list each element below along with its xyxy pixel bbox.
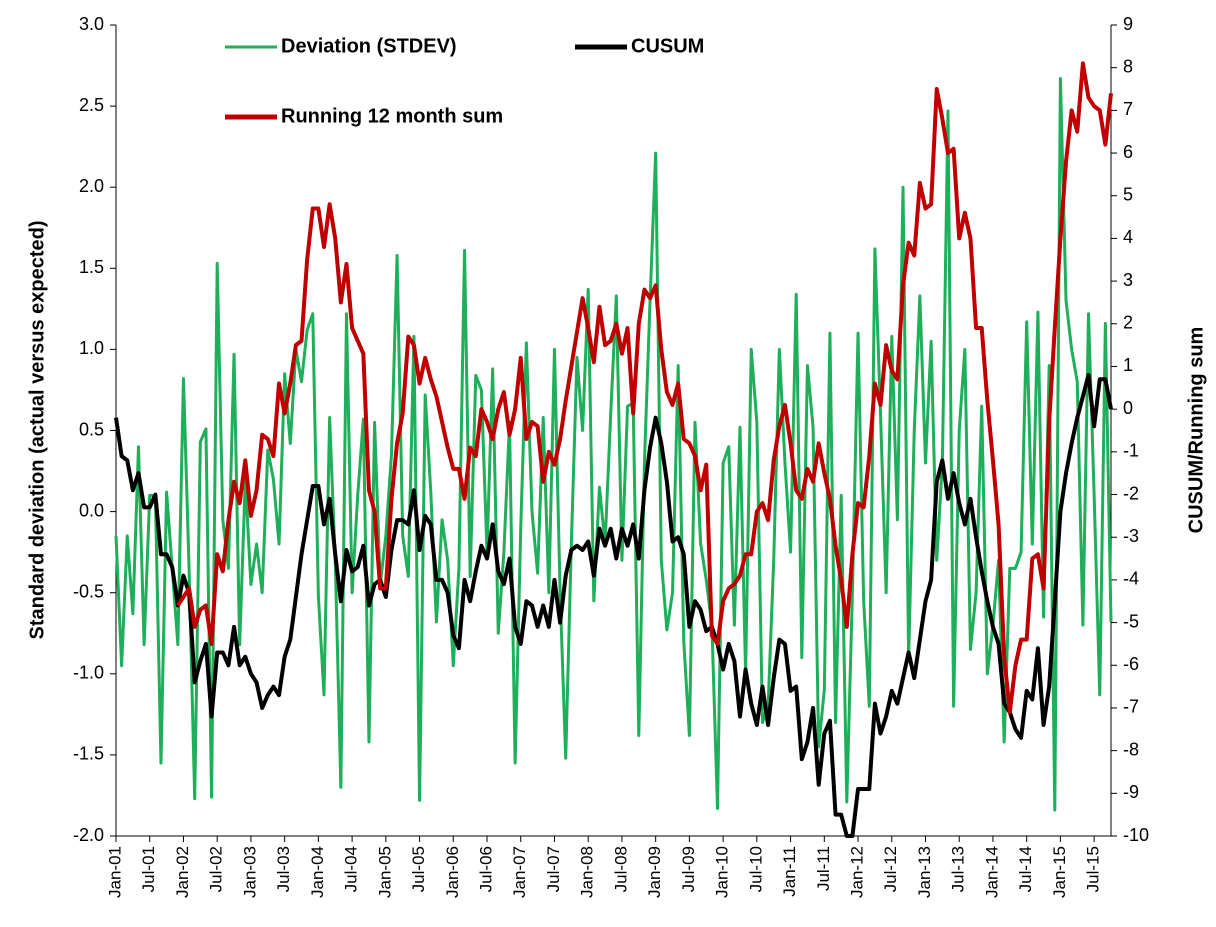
x-tick-label: Jan-02	[173, 846, 192, 898]
x-tick-label: Jul-11	[814, 846, 833, 891]
x-tick-label: Jan-14	[982, 846, 1001, 898]
x-tick-label: Jul-10	[746, 846, 765, 892]
y2-tick-label: -10	[1123, 825, 1149, 845]
y-tick-label: -2.0	[73, 825, 104, 845]
x-tick-label: Jan-15	[1050, 846, 1069, 898]
y-tick-label: 0.5	[79, 419, 104, 439]
y2-tick-label: -5	[1123, 611, 1139, 631]
y-axis-title: Standard deviation (actual versus expect…	[26, 220, 48, 639]
y2-tick-label: 6	[1123, 142, 1133, 162]
x-tick-label: Jan-11	[780, 846, 799, 897]
x-tick-label: Jul-01	[139, 846, 158, 892]
y-tick-label: 2.5	[79, 95, 104, 115]
x-tick-label: Jul-12	[881, 846, 900, 892]
series-line	[176, 61, 1113, 715]
x-tick-label: Jan-09	[645, 846, 664, 898]
legend-label: Deviation (STDEV)	[281, 35, 457, 57]
x-tick-label: Jan-08	[578, 846, 597, 898]
y2-tick-label: -9	[1123, 782, 1139, 802]
y-tick-label: -1.0	[73, 663, 104, 683]
x-tick-label: Jul-08	[611, 846, 630, 892]
y2-tick-label: 4	[1123, 227, 1133, 247]
x-tick-label: Jul-05	[409, 846, 428, 892]
x-tick-label: Jul-09	[679, 846, 698, 892]
x-tick-label: Jul-06	[477, 846, 496, 892]
y2-tick-label: 9	[1123, 14, 1133, 34]
y-tick-label: 2.0	[79, 176, 104, 196]
y2-tick-label: 2	[1123, 313, 1133, 333]
x-tick-label: Jan-13	[915, 846, 934, 898]
y2-tick-label: 8	[1123, 56, 1133, 76]
y2-tick-label: 3	[1123, 270, 1133, 290]
x-tick-label: Jan-07	[510, 846, 529, 898]
x-tick-label: Jul-07	[544, 846, 563, 892]
x-tick-label: Jul-04	[342, 846, 361, 892]
x-tick-label: Jul-15	[1084, 846, 1103, 892]
y2-tick-label: -1	[1123, 441, 1139, 461]
x-tick-label: Jan-12	[848, 846, 867, 898]
legend-label: Running 12 month sum	[281, 105, 503, 127]
y2-tick-label: -7	[1123, 697, 1139, 717]
y-tick-label: 3.0	[79, 14, 104, 34]
y2-tick-label: 0	[1123, 398, 1133, 418]
x-tick-label: Jan-10	[713, 846, 732, 898]
x-tick-label: Jul-13	[949, 846, 968, 892]
y-tick-label: 0.0	[79, 500, 104, 520]
y2-tick-label: 7	[1123, 99, 1133, 119]
y-tick-label: -1.5	[73, 744, 104, 764]
series-line	[114, 77, 1113, 812]
legend-label: CUSUM	[631, 35, 704, 57]
y2-tick-label: -2	[1123, 483, 1139, 503]
y2-tick-label: -3	[1123, 526, 1139, 546]
x-tick-label: Jan-04	[308, 846, 327, 898]
y2-axis-title: CUSUM/Running sum	[1185, 327, 1207, 534]
y-tick-label: -0.5	[73, 581, 104, 601]
x-tick-label: Jan-05	[375, 846, 394, 898]
x-tick-label: Jan-01	[105, 846, 124, 898]
series-line	[114, 373, 1113, 838]
y2-tick-label: -6	[1123, 654, 1139, 674]
y2-tick-label: -4	[1123, 569, 1139, 589]
y2-tick-label: -8	[1123, 739, 1139, 759]
y-tick-label: 1.5	[79, 257, 104, 277]
y-tick-label: 1.0	[79, 338, 104, 358]
y2-tick-label: 1	[1123, 355, 1133, 375]
x-tick-label: Jan-06	[443, 846, 462, 898]
x-tick-label: Jul-02	[207, 846, 226, 892]
y2-tick-label: 5	[1123, 184, 1133, 204]
x-tick-label: Jan-03	[240, 846, 259, 898]
x-tick-label: Jul-14	[1016, 846, 1035, 892]
x-tick-label: Jul-03	[274, 846, 293, 892]
